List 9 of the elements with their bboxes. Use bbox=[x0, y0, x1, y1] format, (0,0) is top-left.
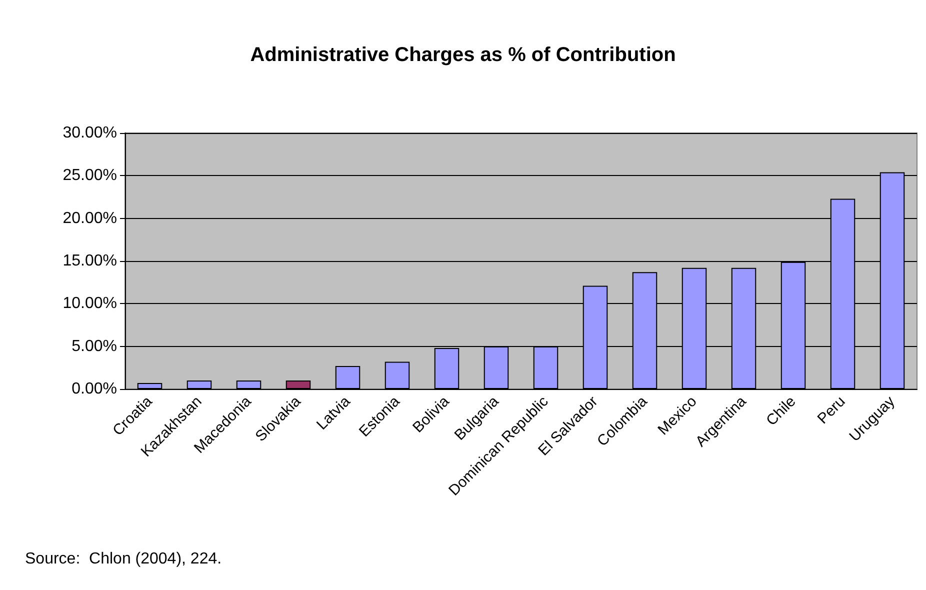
y-tick-label: 10.00% bbox=[62, 295, 117, 312]
y-tick-label: 20.00% bbox=[62, 210, 117, 227]
chart-title: Administrative Charges as % of Contribution bbox=[250, 44, 676, 66]
y-tick-label: 5.00% bbox=[72, 338, 117, 355]
y-tick-label: 30.00% bbox=[62, 124, 117, 142]
y-tick-label: 15.00% bbox=[62, 252, 117, 270]
y-tick-label: 0.00% bbox=[72, 380, 117, 398]
y-tick-label: 25.00% bbox=[62, 167, 117, 184]
source-note: Source: Chlon (2004), 224. bbox=[25, 550, 222, 568]
